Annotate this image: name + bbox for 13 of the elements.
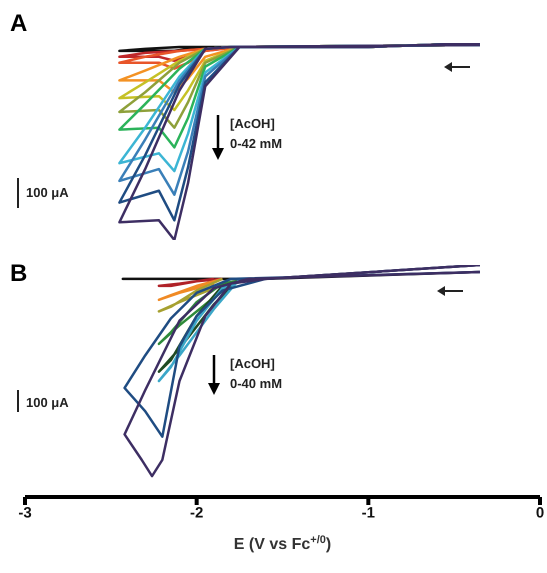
annotation: 0-42 mM (230, 136, 282, 151)
x-tick-label: 0 (536, 504, 544, 522)
x-tick-label: -3 (18, 504, 32, 522)
annotation: [AcOH] (230, 116, 275, 131)
annotation: 0-40 mM (230, 376, 282, 391)
annotation: 100 μA (26, 185, 69, 200)
annotation: [AcOH] (230, 356, 275, 371)
x-axis-title: E (V vs Fc$^{+/0}$) (234, 534, 332, 553)
x-tick-label: -2 (190, 504, 204, 522)
annotation: 100 μA (26, 395, 69, 410)
x-tick-label: -1 (362, 504, 376, 522)
chart-title: B (10, 260, 28, 288)
chart-title: A (10, 10, 28, 38)
